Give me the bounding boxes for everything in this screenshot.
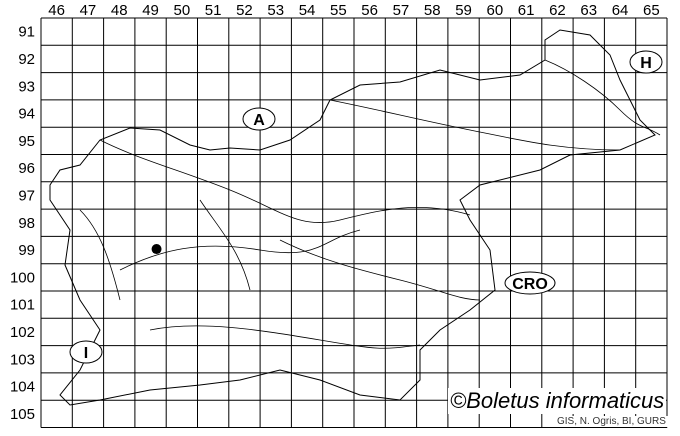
column-labels: 46 47 48 49 50 51 52 53 54 55 56 57 58 59 60 61 62 63 64 65 [48,2,659,19]
row-label: 97 [18,187,35,204]
country-label-cro: CRO [504,271,556,295]
column-label: 60 [487,2,504,19]
column-label: 62 [549,2,566,19]
column-label: 50 [174,2,191,19]
row-labels: 91 92 93 94 95 96 97 98 99 100 101 102 103 104 105 [10,24,35,423]
row-label: 91 [18,24,35,41]
svg-text:I: I [84,345,88,362]
row-label: 92 [18,51,35,68]
column-label: 55 [330,2,347,19]
column-label: 46 [48,2,65,19]
column-label: 48 [111,2,128,19]
column-label: 51 [205,2,222,19]
rivers [79,59,661,349]
row-label: 93 [18,78,35,95]
column-label: 49 [142,2,159,19]
column-label: 53 [267,2,284,19]
svg-text:H: H [640,55,652,72]
column-label: 61 [518,2,535,19]
row-label: 99 [18,242,35,259]
column-label: 65 [643,2,660,19]
row-label: 103 [10,351,35,368]
column-label: 57 [393,2,410,19]
row-label: 95 [18,133,35,150]
occurrence-dot [151,244,162,255]
row-label: 105 [10,406,35,423]
column-label: 59 [455,2,472,19]
country-label-h: H [629,50,663,74]
column-label: 56 [361,2,378,19]
row-label: 98 [18,215,35,232]
source-text: GIS, N. Ogris, BI, GURS [555,416,668,427]
row-label: 94 [18,106,35,123]
credit-text: ©Boletus informaticus [448,388,667,414]
slovenia-border [49,29,656,406]
column-label: 54 [299,2,316,19]
row-label: 100 [10,269,35,286]
svg-text:A: A [253,112,265,129]
column-label: 63 [580,2,597,19]
column-label: 52 [236,2,253,19]
country-label-a: A [242,107,276,131]
svg-text:CRO: CRO [512,276,548,293]
country-label-i: I [69,340,103,364]
row-label: 102 [10,324,35,341]
column-label: 64 [612,2,629,19]
row-label: 96 [18,160,35,177]
row-label: 101 [10,297,35,314]
column-label: 58 [424,2,441,19]
row-label: 104 [10,379,35,396]
column-label: 47 [80,2,97,19]
grid-lines [40,17,668,428]
